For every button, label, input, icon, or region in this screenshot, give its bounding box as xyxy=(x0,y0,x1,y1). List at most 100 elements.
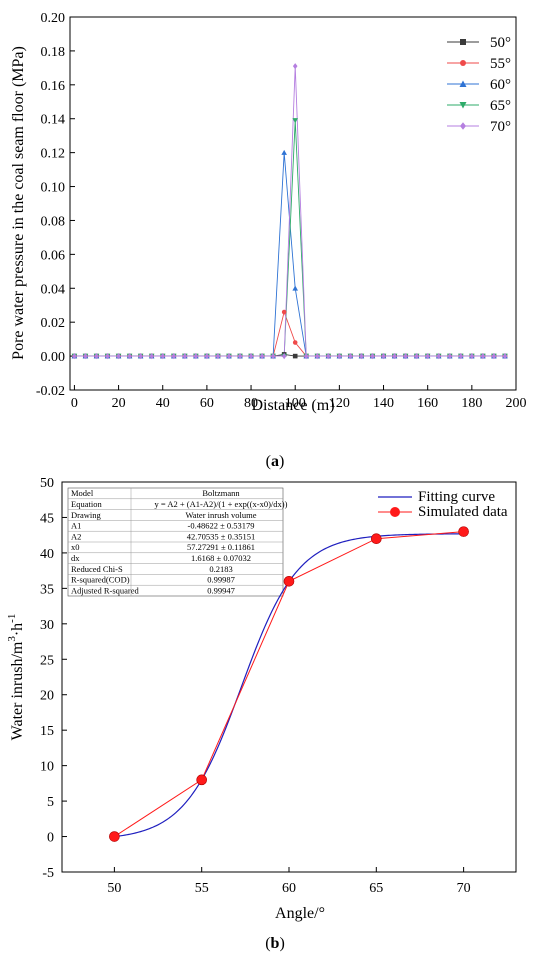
simulated-data-point xyxy=(283,575,295,587)
chart-a-data-point xyxy=(138,352,143,360)
chart-a-x-tick-label: 160 xyxy=(417,396,438,411)
chart-a-x-tick-label: 120 xyxy=(329,396,350,411)
chart-a-data-point xyxy=(182,352,188,360)
chart-a-data-point xyxy=(83,352,88,360)
fit-table-value: y = A2 + (A1-A2)/(1 + exp((x-x0)/dx)) xyxy=(155,499,288,509)
chart-a-y-tick-label: 0.06 xyxy=(41,248,66,263)
chart-a-y-tick-label: 0.00 xyxy=(41,350,66,365)
chart-a-y-tick-label: 0.10 xyxy=(41,181,66,196)
legend-label: 65° xyxy=(490,98,511,114)
fit-table-key: x0 xyxy=(71,542,80,552)
fit-table-value: 0.99987 xyxy=(207,575,235,585)
simulated-data-point xyxy=(371,533,382,545)
chart-b-y-axis: -5 0 5 10 15 20 25 30 35 40 45 50 xyxy=(40,476,67,881)
simulated-data-point xyxy=(109,831,120,842)
chart-a-x-tick-label: 60 xyxy=(200,396,214,411)
chart-a-data-point xyxy=(469,352,475,360)
chart-b-x-tick-label: 70 xyxy=(457,881,471,896)
chart-b-y-tick-label: 40 xyxy=(40,547,54,562)
chart-a-data-point xyxy=(72,352,77,360)
legend-marker xyxy=(460,60,466,66)
chart-b-y-tick-label: 5 xyxy=(47,795,54,810)
fit-table-key: Equation xyxy=(71,499,102,509)
chart-a-x-tick-label: 140 xyxy=(373,396,394,411)
simulated-data-point xyxy=(196,774,207,786)
chart-b-y-tick-label: 35 xyxy=(40,582,54,597)
chart-a-data-point xyxy=(292,340,298,345)
chart-a-data-point xyxy=(392,352,397,360)
chart-a-series-line xyxy=(74,66,505,357)
chart-b: -5 0 5 10 15 20 25 30 35 40 45 50 50 55 60 65 70 Model B… xyxy=(6,476,517,952)
chart-a-data-point xyxy=(270,352,276,360)
fit-table-value: 0.99947 xyxy=(207,585,235,595)
legend-marker xyxy=(460,39,466,45)
chart-a-y-tick-label: 0.14 xyxy=(41,113,66,128)
chart-a-data-point xyxy=(436,352,442,360)
legend-label: 50° xyxy=(490,35,511,51)
chart-b-x-tick-label: 55 xyxy=(195,881,209,896)
chart-a-data-point xyxy=(292,63,298,70)
chart-a-data-point xyxy=(281,352,287,360)
fit-table-value: -0.48622 ± 0.53179 xyxy=(188,521,255,531)
chart-a-data-point xyxy=(502,352,508,360)
chart-a-data-point xyxy=(292,353,298,359)
chart-a-x-tick-label: 200 xyxy=(506,396,527,411)
chart-a-x-tick-label: 0 xyxy=(71,396,78,411)
fit-table-key: Reduced Chi-S xyxy=(71,564,123,574)
legend-label: Simulated data xyxy=(418,504,508,520)
chart-a-data-point xyxy=(281,309,287,315)
chart-a-data-point xyxy=(359,352,364,360)
chart-a-y-tick-label: -0.02 xyxy=(36,384,65,399)
chart-a-data-point xyxy=(105,352,110,360)
panel-a-label: (a) xyxy=(266,453,285,470)
chart-b-x-tick-label: 50 xyxy=(107,881,121,896)
chart-a-frame xyxy=(69,16,517,391)
chart-b-y-tick-label: 25 xyxy=(40,653,54,668)
chart-b-y-tick-label: 20 xyxy=(40,689,54,704)
chart-a-data-point xyxy=(370,352,375,360)
legend-label: Fitting curve xyxy=(418,489,495,505)
chart-a-data-point xyxy=(348,352,353,360)
chart-a-data-point xyxy=(259,352,265,360)
fit-table-key: Drawing xyxy=(71,510,101,520)
chart-a-data-point xyxy=(303,352,309,360)
chart-a-data-point xyxy=(447,352,453,360)
simulated-data-point xyxy=(458,526,469,537)
chart-a-y-tick-label: 0.20 xyxy=(41,11,66,26)
chart-a-y-tick-label: 0.18 xyxy=(41,45,66,60)
chart-a-data-point xyxy=(491,352,497,360)
panel-b-label: (b) xyxy=(265,935,285,952)
legend-label: 60° xyxy=(490,77,511,93)
chart-a-data-point xyxy=(480,352,486,360)
chart-a-data-point xyxy=(94,352,99,360)
chart-a-data-point xyxy=(116,352,121,360)
chart-a-data-point xyxy=(193,352,199,360)
chart-b-x-tick-label: 65 xyxy=(369,881,383,896)
fit-table-value: Water inrush volume xyxy=(185,510,256,520)
chart-a-data-point xyxy=(215,352,221,360)
chart-b-y-label: Water inrush/m3·h-1 xyxy=(6,614,26,741)
fit-table-key: Adjusted R-squared xyxy=(71,585,140,595)
chart-a-data-point xyxy=(281,149,287,155)
chart-a: -0.02 0.00 0.02 0.04 0.06 0.08 0.10 0.12 0.14 0.1… xyxy=(10,11,527,470)
chart-a-data-point xyxy=(248,352,254,360)
chart-a-x-tick-label: 20 xyxy=(112,396,126,411)
legend-marker xyxy=(390,507,400,517)
chart-a-x-tick-label: 40 xyxy=(156,396,170,411)
chart-a-data-point xyxy=(292,118,299,124)
chart-a-series xyxy=(71,63,508,360)
legend-marker xyxy=(459,102,467,109)
chart-a-y-axis: -0.02 0.00 0.02 0.04 0.06 0.08 0.10 0.12 0.14 0.1… xyxy=(36,11,75,399)
chart-a-data-point xyxy=(414,352,419,360)
chart-b-y-tick-label: 50 xyxy=(40,476,54,491)
chart-b-y-tick-label: 0 xyxy=(47,831,54,846)
chart-b-y-tick-label: 45 xyxy=(40,511,54,526)
chart-a-y-tick-label: 0.12 xyxy=(41,147,66,162)
chart-b-y-tick-label: 30 xyxy=(40,618,54,633)
chart-b-x-axis: 50 55 60 65 70 xyxy=(107,867,471,896)
legend-marker xyxy=(459,80,467,87)
chart-a-x-tick-label: 80 xyxy=(244,396,258,411)
chart-a-series-line xyxy=(74,152,505,357)
chart-a-data-point xyxy=(425,352,430,360)
